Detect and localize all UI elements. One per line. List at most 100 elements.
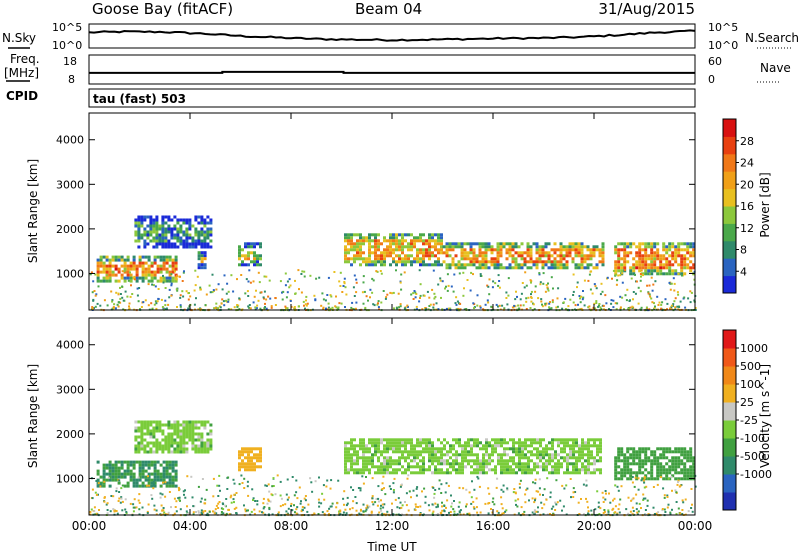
echo-cell [629,456,633,460]
echo-cell [153,478,157,482]
echo-cell [321,492,324,495]
echo-cell [501,507,504,510]
echo-cell [626,450,630,454]
echo-cell [241,453,244,457]
echo-cell [285,296,288,299]
echo-cell [108,475,112,479]
echo-cell [179,294,182,297]
echo-cell [659,266,663,270]
echo-cell [155,302,158,305]
echo-cell [422,465,425,469]
echo-cell [453,273,456,276]
echo-cell [127,279,130,282]
echo-cell [602,512,605,514]
echo-cell [247,263,250,267]
echo-cell [114,472,118,476]
echo-cell [641,248,645,252]
echo-cell [377,438,380,442]
echo-cell [461,456,464,460]
echo-cell [643,476,646,478]
echo-cell [422,239,425,243]
echo-cell [578,444,581,448]
echo-cell [530,300,533,303]
echo-cell [533,512,536,515]
echo-cell [612,499,614,502]
echo-cell [593,459,596,463]
echo-cell [383,471,386,475]
echo-cell [599,507,602,510]
echo-cell [614,273,617,276]
echo-cell [377,302,379,305]
echo-cell [119,286,121,289]
echo-cell [482,308,485,311]
echo-cell [581,447,584,451]
echo-cell [432,306,435,309]
echo-cell [155,239,159,243]
echo-cell [179,438,183,442]
echo-cell [144,463,148,467]
echo-cell [256,263,259,267]
echo-cell [138,478,142,482]
echo-cell [114,264,118,268]
colorbar-tick-label: 24 [740,157,754,170]
echo-cell [644,450,648,454]
echo-cell [653,266,657,270]
echo-cell [247,280,250,283]
echo-cell [481,260,485,264]
echo-cell [161,423,165,427]
echo-cell [692,263,696,267]
echo-cell [479,462,482,466]
echo-cell [311,490,314,493]
echo-cell [514,298,517,301]
echo-cell [457,263,461,267]
echo-cell [121,296,124,299]
echo-cell [117,472,121,476]
echo-cell [372,503,375,506]
echo-cell [99,270,103,274]
echo-cell [644,459,648,463]
echo-cell [392,242,395,246]
echo-cell [241,482,244,484]
echo-cell [487,248,491,252]
echo-cell [374,242,377,246]
echo-cell [114,463,118,467]
echo-cell [227,300,230,303]
echo-cell [616,302,619,305]
echo-cell [443,447,446,451]
echo-cell [240,474,243,477]
echo-cell [404,471,407,475]
echo-cell [415,494,418,497]
echo-cell [617,447,621,451]
echo-cell [269,500,272,503]
echo-cell [109,510,112,513]
echo-cell [667,477,670,480]
echo-cell [545,453,548,457]
echo-cell [247,465,250,469]
echo-cell [561,484,564,487]
echo-cell [285,493,288,496]
echo-cell [635,477,639,481]
echo-cell [188,292,190,294]
echo-cell [362,251,365,255]
echo-cell [294,279,296,282]
echo-cell [147,279,151,283]
echo-cell [356,245,359,249]
echo-cell [629,447,633,451]
echo-cell [185,245,189,249]
echo-cell [182,444,186,448]
echo-cell [587,462,590,466]
echo-cell [146,429,150,433]
echo-cell [89,273,92,276]
echo-cell [482,465,485,469]
echo-cell [434,471,437,475]
echo-cell [620,453,624,457]
echo-cell [162,276,166,280]
echo-cell [247,305,250,308]
echo-cell [650,245,654,249]
echo-cell [404,260,407,264]
echo-cell [425,444,428,448]
echo-cell [167,303,170,306]
echo-cell [181,290,184,293]
echo-cell [466,251,470,255]
echo-cell [155,242,159,246]
